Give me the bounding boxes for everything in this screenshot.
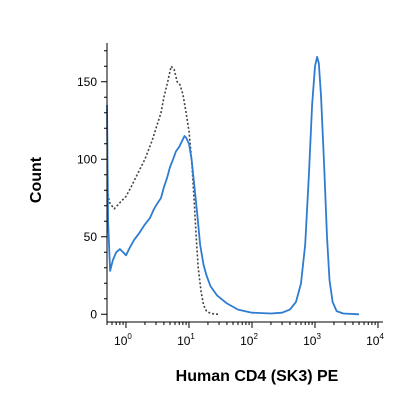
- x-tick-base: 10: [240, 334, 254, 348]
- x-tick-label: 100: [114, 332, 132, 348]
- x-tick-base: 10: [114, 334, 128, 348]
- y-tick-label: 0: [90, 307, 97, 321]
- x-tick-label: 104: [366, 332, 384, 348]
- x-tick-label: 103: [303, 332, 321, 348]
- y-tick-label: 100: [77, 152, 97, 166]
- x-tick-label: 102: [240, 332, 258, 348]
- control-histogram-line: [106, 65, 220, 316]
- x-tick-base: 10: [177, 334, 191, 348]
- x-tick-exponent: 4: [379, 332, 384, 341]
- y-axis-title: Count: [28, 156, 45, 203]
- y-tick-label: 50: [84, 230, 98, 244]
- x-tick-base: 10: [366, 334, 380, 348]
- x-tick-base: 10: [303, 334, 317, 348]
- y-tick-label: 150: [77, 75, 97, 89]
- x-tick-exponent: 0: [127, 332, 132, 341]
- stained-histogram-line: [106, 56, 360, 316]
- x-tick-exponent: 2: [253, 332, 258, 341]
- x-tick-label: 101: [177, 332, 195, 348]
- x-axis-title: Human CD4 (SK3) PE: [176, 368, 339, 385]
- x-tick-exponent: 1: [190, 332, 195, 341]
- series-layer: [106, 56, 360, 316]
- x-tick-exponent: 3: [316, 332, 321, 341]
